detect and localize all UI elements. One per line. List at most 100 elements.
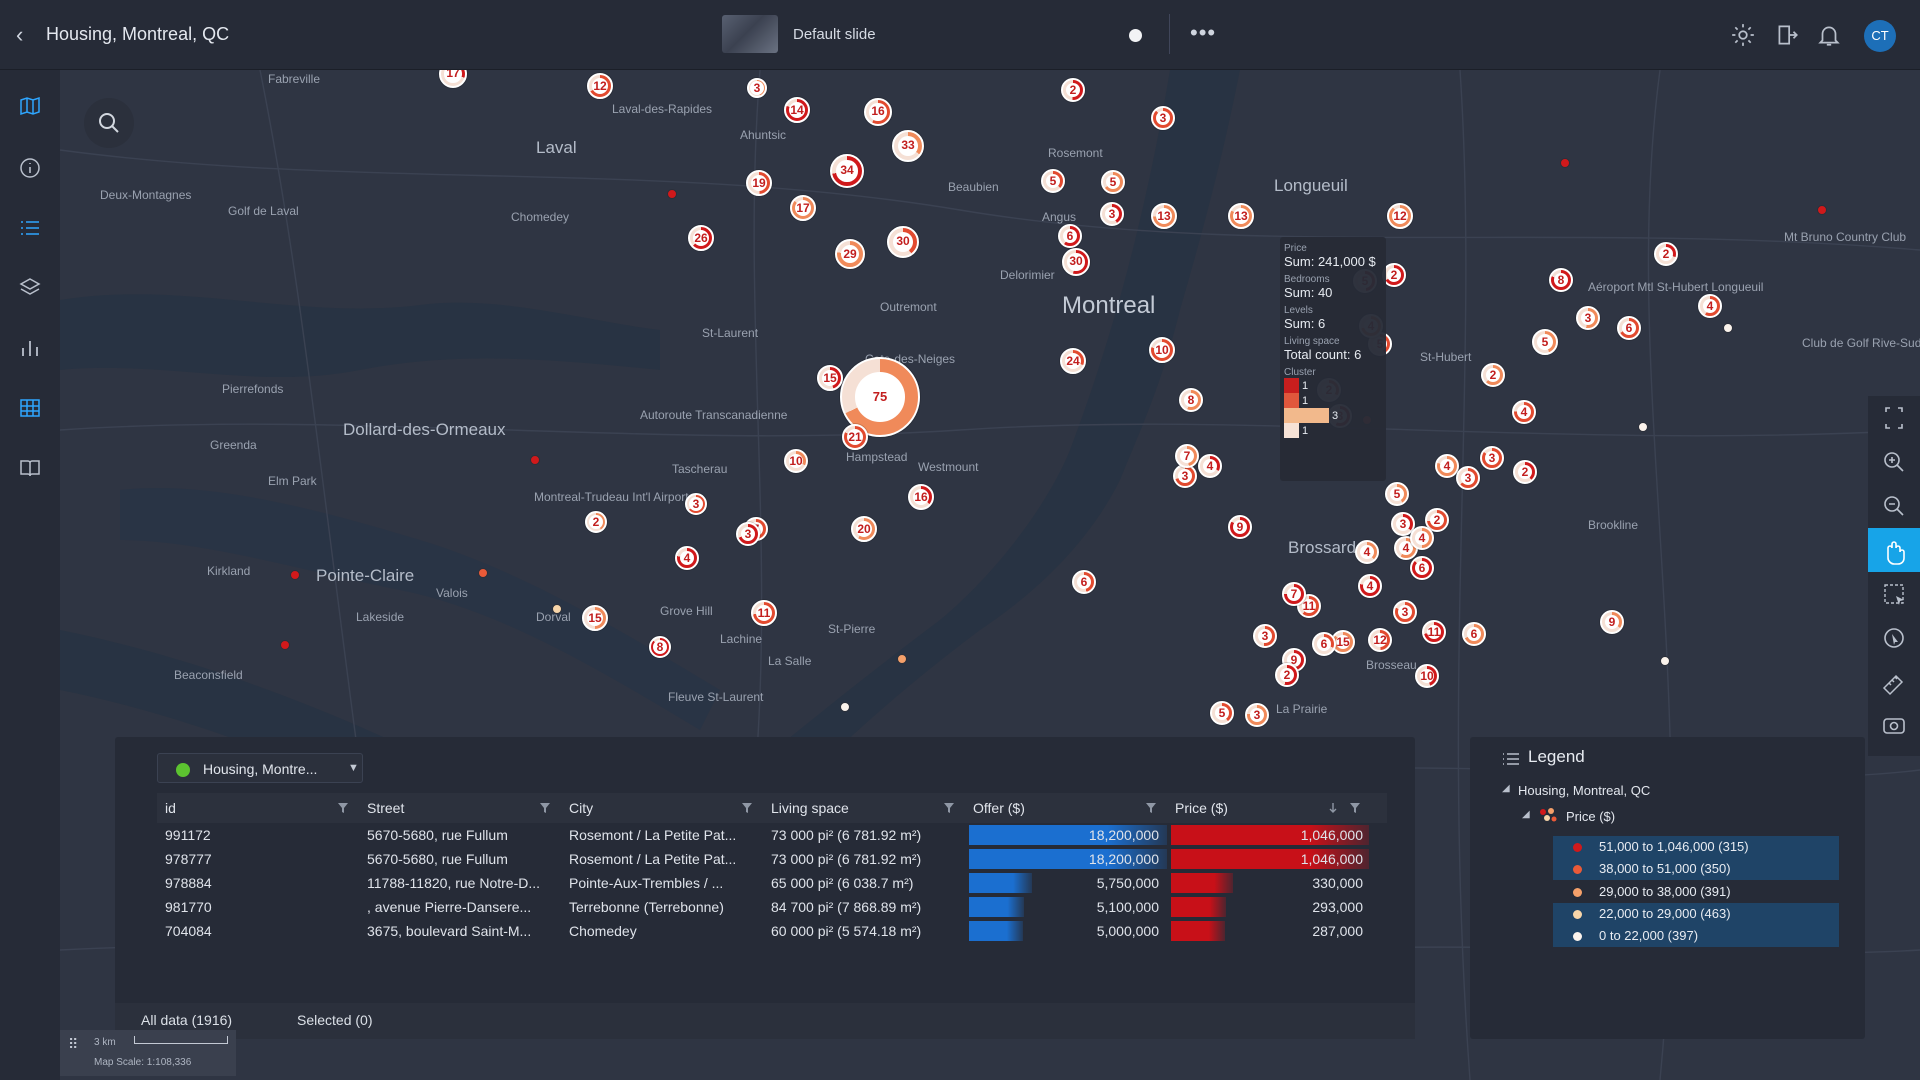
price-cluster-marker[interactable]: 6: [1410, 556, 1434, 580]
map-point[interactable]: [290, 570, 300, 580]
map-point[interactable]: [1638, 422, 1648, 432]
info-icon[interactable]: [18, 156, 42, 180]
price-cluster-marker[interactable]: 5: [1210, 701, 1234, 725]
map-point[interactable]: [897, 654, 907, 664]
price-cluster-marker[interactable]: 2: [1654, 242, 1678, 266]
price-cluster-marker[interactable]: 4: [675, 546, 699, 570]
price-cluster-marker[interactable]: 3: [1173, 464, 1197, 488]
slide-name[interactable]: Default slide: [793, 26, 876, 43]
price-cluster-marker[interactable]: 5: [1532, 329, 1558, 355]
table-row[interactable]: 704084 3675, boulevard Saint-M... Chomedey…: [157, 919, 1387, 943]
export-icon[interactable]: [1774, 22, 1800, 48]
more-options-icon[interactable]: •••: [1190, 20, 1217, 45]
legend-item[interactable]: 51,000 to 1,046,000 (315): [1553, 836, 1839, 858]
sort-descending-icon[interactable]: [1327, 802, 1339, 814]
price-cluster-marker[interactable]: 3: [1576, 306, 1600, 330]
price-cluster-marker[interactable]: 3: [1393, 600, 1417, 624]
price-cluster-marker[interactable]: 19: [746, 170, 772, 196]
price-cluster-marker[interactable]: 2: [1513, 460, 1537, 484]
map-icon[interactable]: [18, 94, 42, 118]
filter-icon[interactable]: [337, 802, 349, 814]
price-cluster-marker[interactable]: 3: [1253, 624, 1277, 648]
price-cluster-marker[interactable]: 4: [1355, 540, 1379, 564]
lasso-select-icon[interactable]: [1868, 616, 1920, 660]
filter-icon[interactable]: [1349, 802, 1361, 814]
table-icon[interactable]: [18, 396, 42, 420]
pan-hand-icon[interactable]: [1868, 528, 1920, 572]
fullscreen-icon[interactable]: [1868, 396, 1920, 440]
map-point[interactable]: [1660, 656, 1670, 666]
list-icon[interactable]: [18, 216, 42, 240]
book-icon[interactable]: [18, 456, 42, 480]
price-cluster-marker[interactable]: 75: [840, 357, 920, 437]
map-point[interactable]: [1723, 323, 1733, 333]
price-cluster-marker[interactable]: 3: [736, 522, 760, 546]
price-cluster-marker[interactable]: 12: [1368, 628, 1392, 652]
price-cluster-marker[interactable]: 4: [1698, 294, 1722, 318]
price-cluster-marker[interactable]: 2: [1481, 363, 1505, 387]
price-cluster-marker[interactable]: 33: [892, 130, 924, 162]
filter-icon[interactable]: [741, 802, 753, 814]
user-avatar[interactable]: CT: [1864, 20, 1896, 52]
map-point[interactable]: [1817, 205, 1827, 215]
price-cluster-marker[interactable]: 17: [790, 195, 816, 221]
price-cluster-marker[interactable]: 20: [851, 516, 877, 542]
map-point[interactable]: [552, 604, 562, 614]
table-row[interactable]: 978777 5670-5680, rue Fullum Rosemont / La…: [157, 847, 1387, 871]
slide-indicator-dot[interactable]: [1129, 29, 1142, 42]
legend-item[interactable]: 29,000 to 38,000 (391): [1553, 881, 1839, 903]
tab-selected[interactable]: Selected (0): [297, 1012, 373, 1028]
price-cluster-marker[interactable]: 4: [1198, 454, 1222, 478]
price-cluster-marker[interactable]: 6: [1462, 622, 1486, 646]
slide-thumbnail[interactable]: [722, 15, 778, 53]
price-cluster-marker[interactable]: 8: [649, 636, 671, 658]
price-cluster-marker[interactable]: 3: [747, 78, 767, 98]
price-cluster-marker[interactable]: 7: [1282, 582, 1306, 606]
select-area-icon[interactable]: [1868, 572, 1920, 616]
collapse-caret-icon[interactable]: ◢: [1502, 783, 1510, 794]
back-arrow-icon[interactable]: ‹: [16, 22, 24, 47]
price-cluster-marker[interactable]: 16: [864, 98, 892, 126]
price-cluster-marker[interactable]: 5: [1041, 169, 1065, 193]
price-cluster-marker[interactable]: 30: [887, 226, 919, 258]
price-cluster-marker[interactable]: 2: [1061, 78, 1085, 102]
col-header-price[interactable]: Price ($): [1175, 800, 1228, 816]
price-cluster-marker[interactable]: 34: [830, 154, 864, 188]
camera-icon[interactable]: [1868, 704, 1920, 748]
price-cluster-marker[interactable]: 4: [1358, 574, 1382, 598]
bar-chart-icon[interactable]: [18, 336, 42, 360]
price-cluster-marker[interactable]: 6: [1312, 632, 1336, 656]
price-cluster-marker[interactable]: 7: [1175, 444, 1199, 468]
filter-icon[interactable]: [1145, 802, 1157, 814]
price-cluster-marker[interactable]: 9: [1600, 610, 1624, 634]
price-cluster-marker[interactable]: 3: [1151, 106, 1175, 130]
table-row[interactable]: 978884 11788-11820, rue Notre-D... Pointe-…: [157, 871, 1387, 895]
price-cluster-marker[interactable]: 10: [784, 449, 808, 473]
settings-gear-icon[interactable]: [1730, 22, 1756, 48]
price-cluster-marker[interactable]: 2: [1425, 508, 1449, 532]
price-cluster-marker[interactable]: 3: [1480, 446, 1504, 470]
col-header-living-space[interactable]: Living space: [771, 800, 849, 816]
col-header-offer[interactable]: Offer ($): [973, 800, 1025, 816]
map-point[interactable]: [280, 640, 290, 650]
price-cluster-marker[interactable]: 5: [1101, 170, 1125, 194]
price-cluster-marker[interactable]: 5: [1385, 482, 1409, 506]
price-cluster-marker[interactable]: 21: [842, 424, 868, 450]
price-cluster-marker[interactable]: 2: [1382, 263, 1406, 287]
map-point[interactable]: [1560, 158, 1570, 168]
price-cluster-marker[interactable]: 3: [685, 493, 707, 515]
zoom-in-icon[interactable]: [1868, 440, 1920, 484]
ruler-icon[interactable]: [1868, 660, 1920, 704]
filter-icon[interactable]: [943, 802, 955, 814]
price-cluster-marker[interactable]: 4: [1435, 454, 1459, 478]
price-cluster-marker[interactable]: 12: [1387, 203, 1413, 229]
price-cluster-marker[interactable]: 24: [1060, 348, 1086, 374]
legend-item[interactable]: 0 to 22,000 (397): [1553, 925, 1839, 947]
collapse-caret-icon[interactable]: ◢: [1522, 809, 1530, 820]
price-cluster-marker[interactable]: 6: [1072, 570, 1096, 594]
price-cluster-marker[interactable]: 11: [1422, 620, 1446, 644]
price-cluster-marker[interactable]: 30: [1062, 248, 1090, 276]
price-cluster-marker[interactable]: 4: [1394, 536, 1418, 560]
bell-icon[interactable]: [1816, 22, 1842, 48]
layer-dropdown[interactable]: Housing, Montre... ▼: [157, 753, 363, 783]
